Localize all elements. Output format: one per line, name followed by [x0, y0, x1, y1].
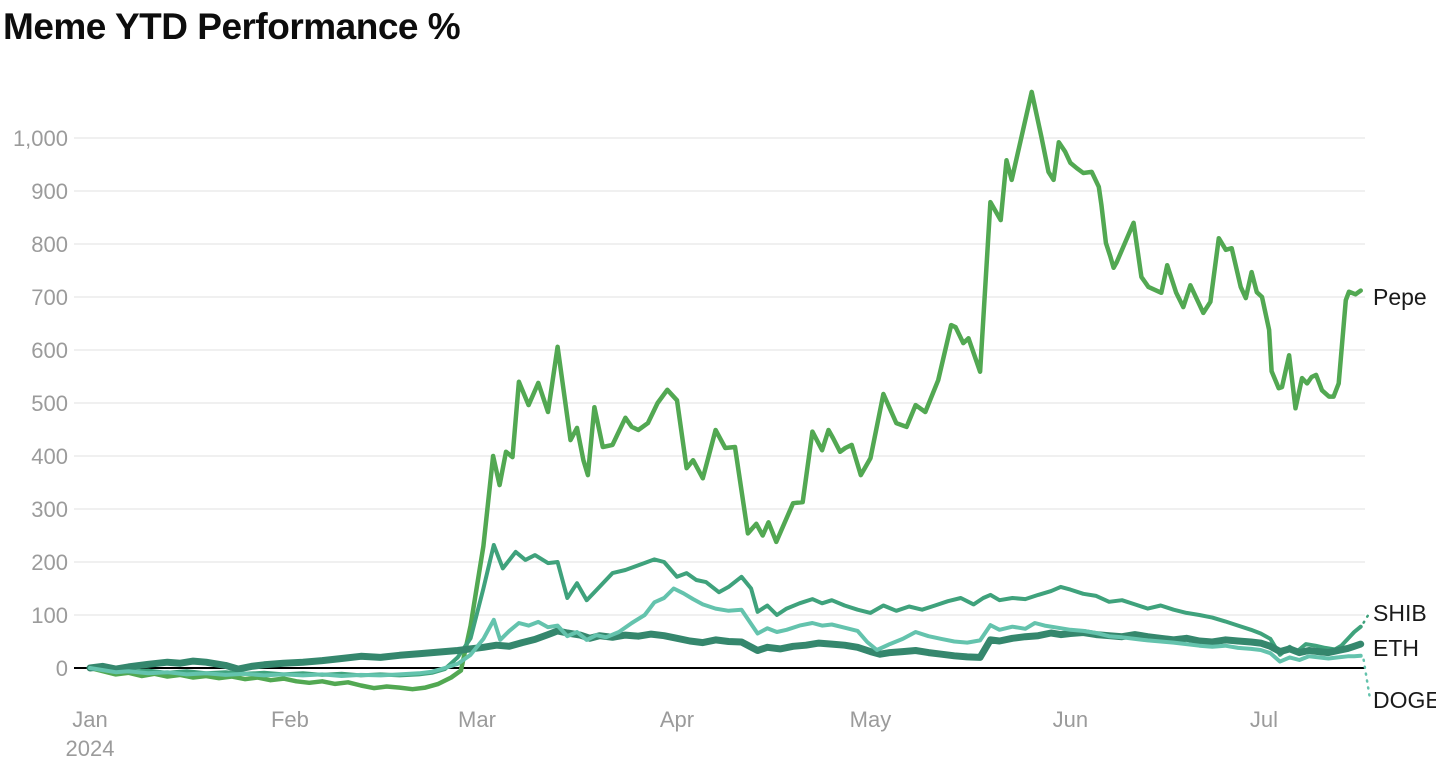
y-tick-label: 300 [31, 497, 68, 522]
x-tick-year-label: 2024 [66, 736, 115, 761]
leader-line-doge [1362, 658, 1372, 701]
series-end-label-pepe: Pepe [1373, 284, 1427, 310]
series-line-eth [86, 627, 1365, 673]
x-tick-label: Apr [660, 707, 694, 732]
x-tick-label: Feb [271, 707, 309, 732]
series-end-label-shib: SHIB [1373, 600, 1427, 626]
x-tick-label: Jul [1250, 707, 1278, 732]
x-tick-label: Jan [72, 707, 107, 732]
chart-title: Meme YTD Performance % [3, 6, 461, 47]
y-tick-label: 100 [31, 603, 68, 628]
y-tick-label: 800 [31, 232, 68, 257]
series-end-label-doge: DOGE [1373, 687, 1436, 713]
y-tick-label: 900 [31, 179, 68, 204]
x-tick-label: Mar [458, 707, 496, 732]
y-tick-label: 700 [31, 285, 68, 310]
y-tick-label: 1,000 [13, 126, 68, 151]
y-tick-label: 400 [31, 444, 68, 469]
series-line-doge [88, 586, 1363, 678]
x-tick-label: Jun [1053, 707, 1088, 732]
series-line-pepe [87, 89, 1363, 692]
x-tick-label: May [850, 707, 892, 732]
leader-line-shib [1362, 610, 1372, 624]
y-tick-label: 500 [31, 391, 68, 416]
y-tick-label: 0 [56, 656, 68, 681]
y-tick-label: 200 [31, 550, 68, 575]
series-end-label-eth: ETH [1373, 635, 1419, 661]
y-tick-label: 600 [31, 338, 68, 363]
